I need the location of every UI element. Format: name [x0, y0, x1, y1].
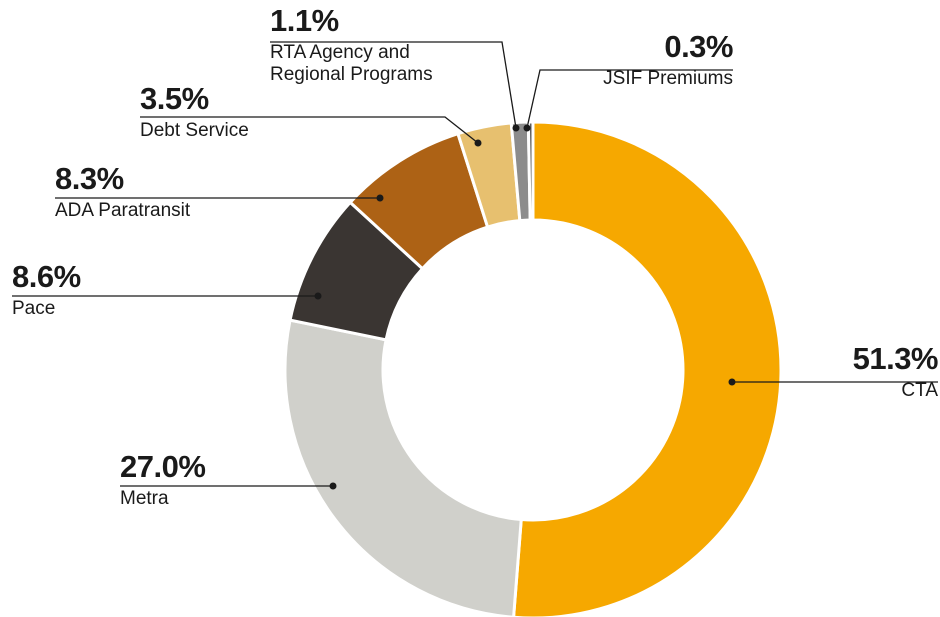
donut-slice: [283, 318, 523, 617]
category-label: Metra: [120, 488, 169, 509]
value-label: 8.3%: [55, 161, 124, 196]
value-label: 0.3%: [664, 29, 733, 64]
value-label: 27.0%: [120, 449, 206, 484]
slice-label: 0.3% JSIF Premiums: [533, 30, 733, 90]
leader-dot: [314, 292, 322, 300]
category-label: Pace: [12, 298, 56, 319]
slice-label: 27.0% Metra: [120, 450, 350, 510]
category-label: Debt Service: [140, 120, 249, 141]
leader-dot: [474, 139, 482, 147]
slice-label: 51.3% CTA: [700, 341, 939, 402]
leader-dot: [376, 194, 384, 202]
leader-dot: [728, 378, 736, 386]
slice-label: 8.6% Pace: [12, 260, 262, 320]
leader-line: [140, 116, 479, 144]
leader-dot: [523, 124, 531, 132]
value-label: 51.3%: [852, 341, 939, 376]
slice-label: 1.1% RTA Agency and Regional Programs: [270, 4, 490, 86]
category-label: CTA: [901, 380, 938, 401]
slice-label: 8.3% ADA Paratransit: [55, 162, 355, 222]
leader-dot: [329, 482, 337, 490]
leader-line: [526, 69, 733, 129]
leader-line: [270, 41, 517, 129]
category-label: JSIF Premiums: [603, 68, 733, 89]
slice-label: 3.5% Debt Service: [140, 82, 440, 142]
value-label: 8.6%: [12, 259, 81, 294]
donut-slice: [526, 120, 535, 222]
value-label: 3.5%: [140, 81, 209, 116]
leader-dot: [512, 124, 520, 132]
value-label: 1.1%: [270, 3, 339, 38]
category-label: RTA Agency and Regional Programs: [270, 42, 433, 85]
donut-slice: [512, 120, 783, 617]
category-label: ADA Paratransit: [55, 200, 191, 221]
